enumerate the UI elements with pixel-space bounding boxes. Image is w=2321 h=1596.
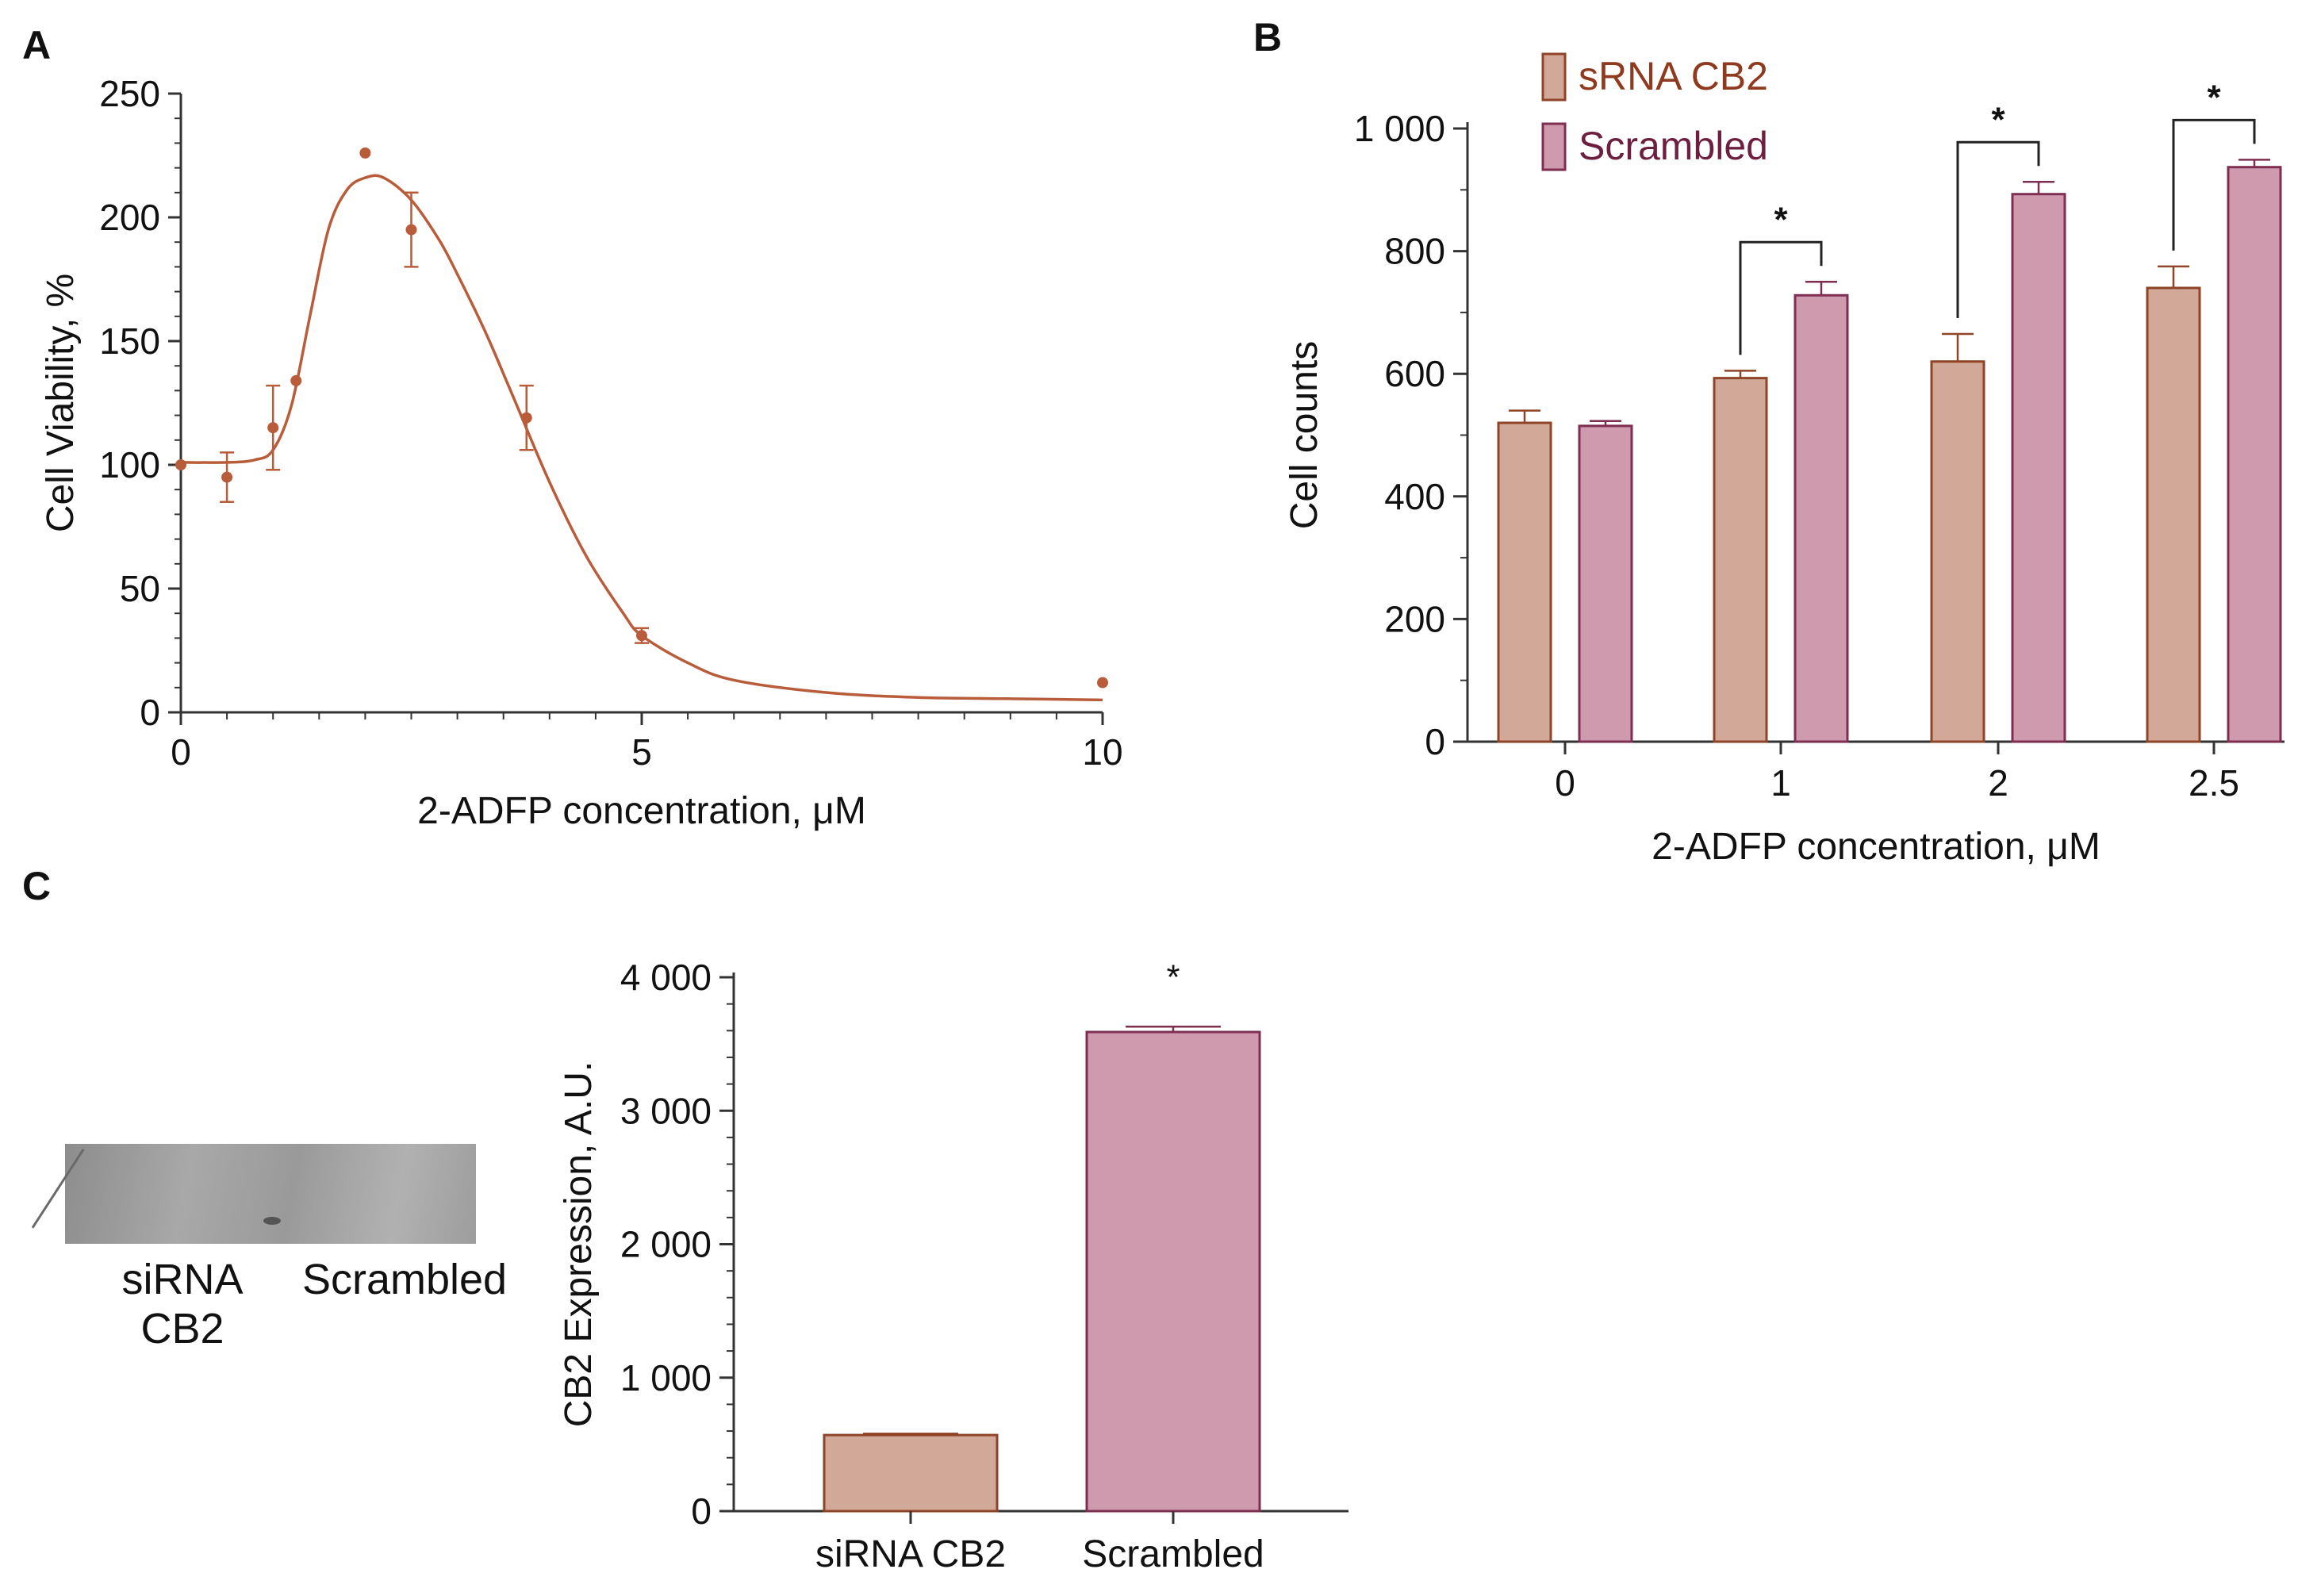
bar-srna-cb2 (1930, 360, 1985, 743)
y-tick-label: 4 000 (620, 957, 712, 998)
x-axis-title: 2-ADFP concentration, μM (417, 790, 866, 832)
bar-srna-cb2 (2146, 286, 2201, 743)
bar-srna-cb2 (1497, 421, 1552, 743)
y-tick-label: 0 (691, 1490, 712, 1532)
y-tick-label: 50 (120, 568, 160, 609)
data-point (359, 147, 371, 159)
y-tick-label: 0 (140, 692, 160, 733)
data-point (520, 412, 532, 424)
y-tick-label: 200 (99, 197, 160, 238)
significance-bracket (2172, 118, 2256, 251)
x-tick-label: 10 (1082, 731, 1122, 773)
data-point (267, 422, 279, 434)
x-tick-label: Scrambled (1082, 1533, 1264, 1575)
legend-label: sRNA CB2 (1579, 54, 1768, 98)
significance-bracket (1956, 140, 2040, 318)
y-tick-label: 150 (99, 320, 160, 362)
data-point (636, 630, 647, 642)
y-axis-title: Cell counts (1283, 341, 1325, 529)
y-tick-label: 0 (1425, 721, 1445, 762)
significance-bracket (1739, 240, 1823, 355)
y-tick-label: 3 000 (620, 1090, 712, 1131)
significance-star: * (1991, 100, 2005, 139)
y-tick-label: 2 000 (620, 1224, 712, 1265)
bar-scrambled (2227, 166, 2282, 743)
data-point (175, 459, 186, 470)
data-point (290, 374, 302, 386)
x-tick-label: 5 (631, 731, 652, 773)
significance-star: * (2207, 78, 2221, 117)
panel-a-chart: 0 50 100 150 200 250 0 5 10 2-ADFP concentration,… (40, 73, 1123, 832)
legend-swatch (1541, 122, 1567, 171)
significance-star: * (1166, 957, 1180, 996)
y-tick-label: 800 (1384, 231, 1445, 272)
x-axis-title: 2-ADFP concentration, μM (1652, 826, 2100, 868)
panel-a-label: A (22, 23, 52, 67)
y-tick-label: 600 (1384, 353, 1445, 394)
x-tick-label: siRNA CB2 (815, 1533, 1006, 1575)
y-tick-label: 1 000 (1354, 108, 1445, 149)
y-tick-label: 200 (1384, 598, 1445, 639)
data-point (221, 471, 233, 483)
y-axis-title: CB2 Expression, A.U. (558, 1061, 600, 1428)
bar-scrambled (1794, 293, 1849, 743)
data-point (405, 224, 417, 236)
x-tick-label: 2 (1988, 762, 2008, 804)
blot-label-scrambled: Scrambled (301, 1256, 508, 1303)
y-tick-label: 400 (1384, 476, 1445, 517)
x-tick-label: 0 (171, 731, 191, 773)
significance-star: * (1774, 200, 1788, 239)
y-tick-label: 1 000 (620, 1357, 712, 1398)
x-tick-label: 2.5 (2189, 762, 2239, 804)
data-point (1097, 677, 1108, 689)
fit-curve (180, 174, 1103, 702)
bar-scrambled (1085, 1030, 1261, 1513)
bar-sirna-cb2 (823, 1433, 999, 1513)
panel-c-label: C (22, 864, 52, 908)
legend-label: Scrambled (1579, 124, 1768, 168)
bar-srna-cb2 (1713, 377, 1768, 743)
bar-scrambled (1578, 424, 1633, 743)
panel-b-chart: 0 200 400 600 800 1 000 Cell counts 0 1 * 2 * 2.5 * 2-… (1283, 52, 2285, 868)
y-axis-title: Cell Viability, % (40, 274, 82, 532)
x-tick-label: 1 (1770, 762, 1791, 804)
panel-c-chart: 0 1 000 2 000 3 000 4 000 CB2 Expression, A.U… (558, 957, 1348, 1575)
legend-swatch (1541, 52, 1567, 102)
blot-label-sirna-cb2: siRNA CB2 (121, 1256, 244, 1353)
y-tick-label: 250 (99, 73, 160, 114)
panel-b-label: B (1253, 15, 1283, 59)
y-tick-label: 100 (99, 444, 160, 485)
bar-scrambled (2011, 193, 2066, 743)
western-blot-image (31, 1144, 476, 1244)
x-tick-label: 0 (1555, 762, 1575, 804)
